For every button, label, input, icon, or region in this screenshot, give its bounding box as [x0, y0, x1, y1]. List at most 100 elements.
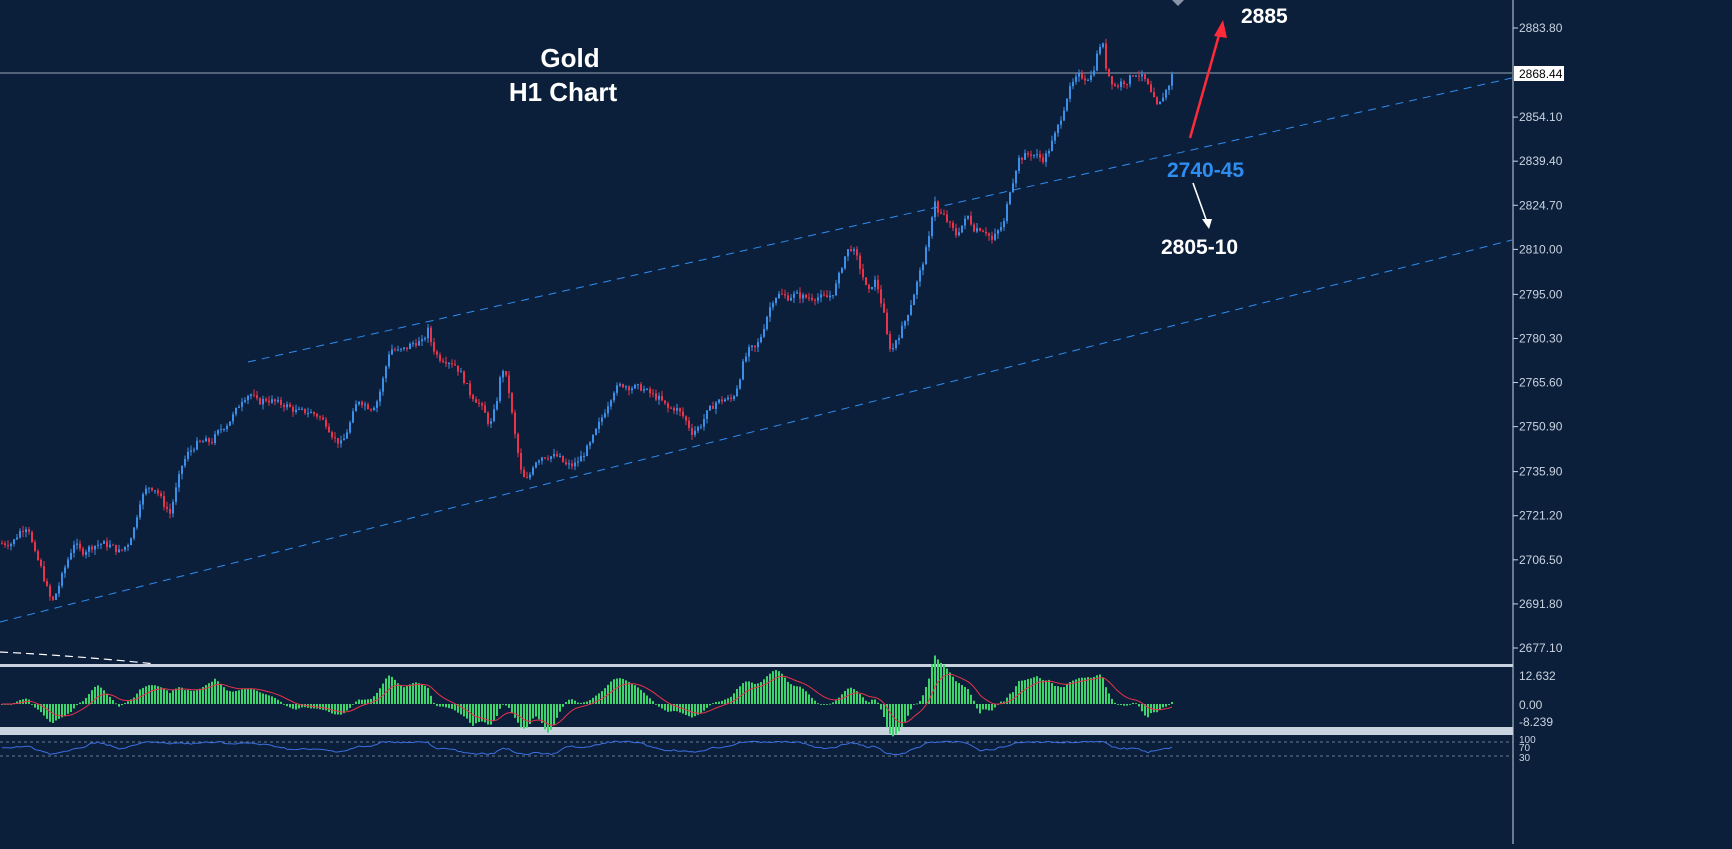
- macd-bar: [202, 687, 204, 704]
- macd-bar: [283, 703, 285, 705]
- macd-bar: [457, 704, 459, 713]
- macd-bar: [1156, 704, 1158, 713]
- candle-body: [658, 395, 660, 400]
- macd-bar: [574, 700, 576, 704]
- candle-body: [676, 408, 678, 411]
- candle-body: [877, 279, 879, 290]
- macd-bar: [205, 685, 207, 704]
- candle-body: [853, 249, 855, 251]
- price-tick-label: 2735.90: [1519, 465, 1563, 479]
- candle-body: [205, 438, 207, 442]
- macd-bar: [1012, 692, 1014, 704]
- candle-body: [754, 345, 756, 348]
- macd-bar: [586, 701, 588, 704]
- candle-body: [229, 421, 231, 426]
- target-up-label: 2885: [1241, 5, 1288, 28]
- macd-bar: [601, 691, 603, 704]
- candle-body: [61, 573, 63, 586]
- macd-bar: [157, 686, 159, 704]
- macd-bar: [1123, 704, 1125, 706]
- candle-body: [7, 545, 9, 547]
- candle-body: [589, 442, 591, 446]
- macd-bar: [445, 704, 447, 708]
- candle-body: [745, 356, 747, 362]
- candle-body: [340, 440, 342, 444]
- candle-body: [310, 412, 312, 414]
- macd-bar: [115, 703, 117, 705]
- macd-bar: [526, 704, 528, 728]
- candle-body: [844, 256, 846, 269]
- candle-body: [250, 394, 252, 396]
- candle-body: [583, 455, 585, 457]
- macd-bar: [1009, 693, 1011, 704]
- candle-body: [328, 426, 330, 433]
- macd-bar: [1135, 703, 1137, 704]
- candle-body: [817, 297, 819, 301]
- candle-body: [1039, 154, 1041, 158]
- candle-body: [1036, 154, 1038, 156]
- candle-body: [841, 268, 843, 273]
- candle-body: [85, 551, 87, 555]
- candle-body: [49, 585, 51, 597]
- candle-body: [346, 432, 348, 439]
- macd-bar: [376, 692, 378, 704]
- macd-bar: [271, 696, 273, 704]
- macd-bar: [118, 704, 120, 707]
- candle-body: [580, 456, 582, 462]
- candle-body: [673, 407, 675, 411]
- macd-bar: [751, 682, 753, 704]
- candle-body: [1021, 157, 1023, 160]
- candle-body: [946, 214, 948, 222]
- candle-body: [820, 294, 822, 298]
- macd-bar: [913, 704, 915, 705]
- candle-body: [244, 400, 246, 402]
- price-tick-label: 2691.80: [1519, 597, 1563, 611]
- macd-bar: [835, 700, 837, 704]
- candle-body: [1138, 75, 1140, 77]
- macd-bar: [379, 688, 381, 704]
- candle-body: [1006, 204, 1008, 222]
- macd-bar: [694, 704, 696, 717]
- macd-bar: [1117, 704, 1119, 705]
- macd-bar: [691, 704, 693, 718]
- macd-bar: [250, 688, 252, 704]
- channel-upper-line: [247, 77, 1513, 363]
- macd-bar: [412, 683, 414, 704]
- macd-bar: [463, 704, 465, 717]
- candle-body: [100, 543, 102, 545]
- candle-body: [811, 297, 813, 300]
- candle-body: [637, 384, 639, 386]
- candle-body: [91, 546, 93, 550]
- candle-body: [925, 247, 927, 265]
- macd-bar: [154, 685, 156, 704]
- candle-body: [1012, 183, 1014, 193]
- macd-bar: [934, 655, 936, 704]
- macd-bar: [652, 701, 654, 704]
- macd-axis-label: -8.239: [1519, 715, 1553, 729]
- candle-body: [814, 299, 816, 301]
- macd-bar: [394, 679, 396, 704]
- candle-body: [1150, 84, 1152, 93]
- candle-body: [274, 399, 276, 402]
- candle-body: [988, 233, 990, 236]
- candle-body: [67, 559, 69, 568]
- macd-bar: [583, 702, 585, 704]
- candle-body: [454, 364, 456, 366]
- candle-body: [928, 236, 930, 248]
- macd-bar: [637, 687, 639, 704]
- macd-bar: [1084, 677, 1086, 704]
- candle-body: [775, 298, 777, 304]
- candle-body: [139, 504, 141, 518]
- candle-body: [178, 474, 180, 488]
- macd-bar: [190, 690, 192, 704]
- candle-body: [88, 546, 90, 552]
- candle-body: [298, 408, 300, 410]
- candle-body: [1153, 92, 1155, 98]
- candle-body: [868, 285, 870, 289]
- candle-body: [487, 412, 489, 424]
- macd-bar: [964, 687, 966, 704]
- candle-body: [202, 441, 204, 443]
- macd-bar: [292, 704, 294, 709]
- candle-body: [259, 398, 261, 405]
